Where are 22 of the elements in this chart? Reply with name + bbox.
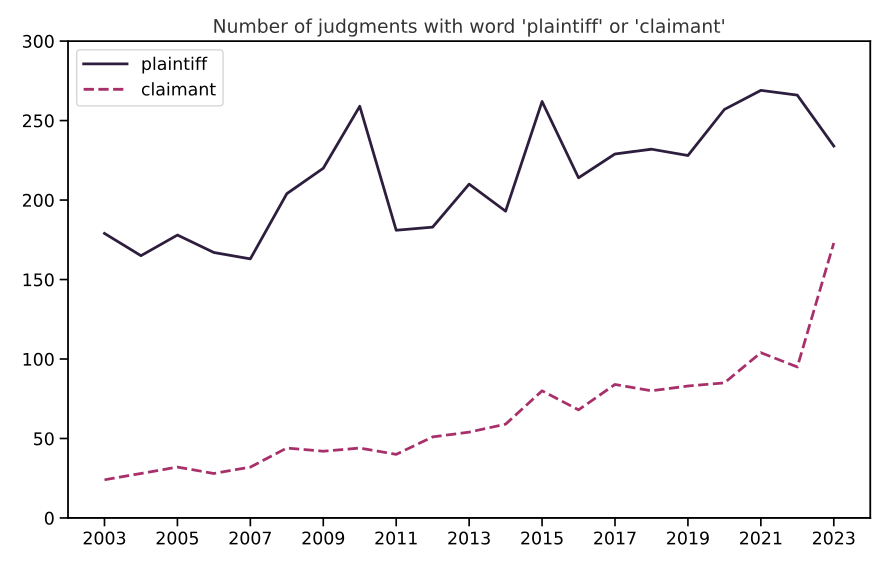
x-tick-label: 2023: [812, 531, 854, 545]
line-series: [103, 242, 836, 482]
x-tick-label: 2005: [156, 531, 198, 545]
legend-label: plaintiff: [142, 56, 208, 74]
y-tick-label: 300: [23, 34, 54, 48]
chart-title: Number of judgments with word 'plaintiff' or 'claimant': [214, 18, 724, 37]
x-tick-label: 2021: [740, 531, 782, 545]
x-tick-label: 2019: [667, 531, 709, 545]
x-tick-label: 2007: [230, 531, 271, 545]
y-tick-label: 250: [22, 114, 54, 128]
y-tick-label: 0: [44, 512, 54, 525]
y-tick-label: 100: [24, 352, 54, 366]
x-tick-label: 2009: [302, 531, 344, 545]
x-tick-label: 2003: [84, 531, 126, 545]
x-tick-label: 2013: [448, 531, 490, 545]
x-tick-label: 2011: [375, 531, 417, 545]
x-tick-label: 2015: [521, 531, 563, 545]
y-tick-label: 200: [22, 194, 54, 207]
y-tick-label: 150: [24, 273, 54, 286]
x-tick-label: 2017: [594, 531, 636, 545]
legend-label: claimant: [142, 82, 216, 96]
y-tick-label: 50: [34, 432, 54, 446]
